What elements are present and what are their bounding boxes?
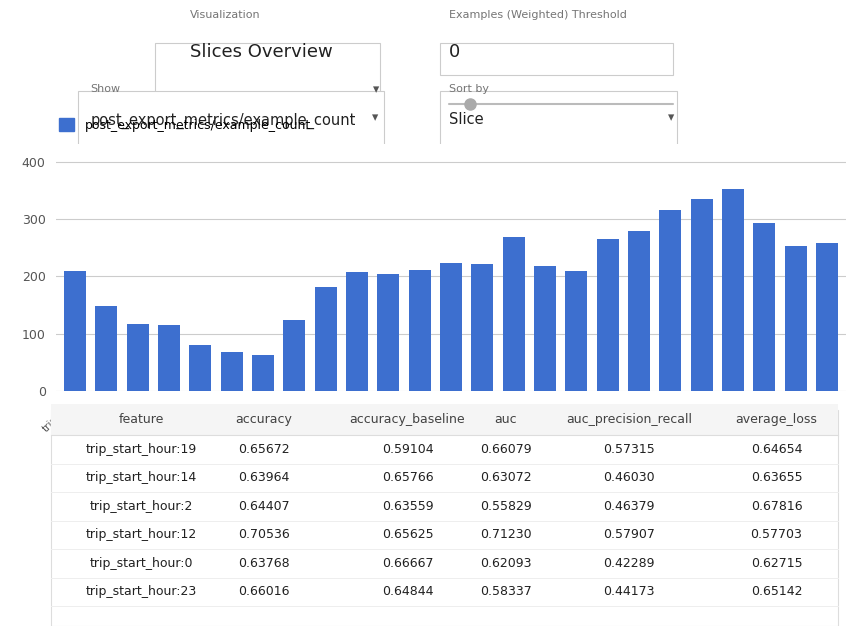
Text: ▾: ▾ <box>668 111 675 125</box>
Bar <box>690 199 713 391</box>
Bar <box>221 352 243 391</box>
Text: 0.62093: 0.62093 <box>480 557 532 570</box>
Bar <box>502 237 525 391</box>
Bar <box>315 287 337 391</box>
Bar <box>440 263 462 391</box>
Bar <box>722 189 744 391</box>
Text: trip_start_hour:2: trip_start_hour:2 <box>90 500 192 513</box>
Bar <box>408 270 431 391</box>
Text: trip_start_hour:12: trip_start_hour:12 <box>85 528 197 541</box>
Bar <box>659 210 681 391</box>
Text: trip_start_hour:0: trip_start_hour:0 <box>90 557 192 570</box>
Bar <box>346 272 368 391</box>
Text: 0.65672: 0.65672 <box>238 443 290 456</box>
Bar <box>628 230 650 391</box>
FancyBboxPatch shape <box>78 91 384 151</box>
Text: 0.63072: 0.63072 <box>480 471 532 485</box>
Text: 0.42289: 0.42289 <box>603 557 655 570</box>
FancyBboxPatch shape <box>51 404 838 435</box>
Bar <box>596 239 619 391</box>
Text: 0.57703: 0.57703 <box>751 528 803 541</box>
Bar <box>64 270 85 391</box>
Text: 0.66016: 0.66016 <box>238 585 290 598</box>
Text: 0.64407: 0.64407 <box>238 500 290 513</box>
Text: Examples (Weighted) Threshold: Examples (Weighted) Threshold <box>449 10 627 20</box>
Text: 0.65766: 0.65766 <box>381 471 433 485</box>
Bar <box>471 264 494 391</box>
FancyBboxPatch shape <box>155 43 380 130</box>
Text: 0.62715: 0.62715 <box>751 557 803 570</box>
Text: trip_start_hour:14: trip_start_hour:14 <box>85 471 197 485</box>
Text: 0.70536: 0.70536 <box>238 528 290 541</box>
Bar <box>816 243 838 391</box>
Bar <box>283 319 306 391</box>
Text: 0.67816: 0.67816 <box>751 500 803 513</box>
Text: 0.63768: 0.63768 <box>238 557 290 570</box>
Text: post_export_metrics/example_count: post_export_metrics/example_count <box>91 112 356 128</box>
Text: Slices Overview: Slices Overview <box>190 43 332 61</box>
Text: 0.57907: 0.57907 <box>603 528 655 541</box>
Bar <box>534 266 556 391</box>
Text: 0.59104: 0.59104 <box>381 443 433 456</box>
Text: trip_start_hour:23: trip_start_hour:23 <box>85 585 197 598</box>
Bar <box>127 324 148 391</box>
Bar <box>377 274 400 391</box>
Text: 0.64844: 0.64844 <box>381 585 433 598</box>
Bar <box>565 270 587 391</box>
Text: Slice: Slice <box>449 112 483 127</box>
Text: 0.63964: 0.63964 <box>238 471 290 485</box>
Text: auc: auc <box>494 413 517 426</box>
Text: Sort by: Sort by <box>449 83 488 93</box>
Bar <box>784 246 807 391</box>
FancyBboxPatch shape <box>51 411 838 626</box>
Text: 0.46379: 0.46379 <box>603 500 655 513</box>
Bar <box>252 355 274 391</box>
Text: 0.65625: 0.65625 <box>381 528 433 541</box>
Text: 0.63559: 0.63559 <box>381 500 433 513</box>
Text: auc_precision_recall: auc_precision_recall <box>566 413 692 426</box>
Text: 0.58337: 0.58337 <box>480 585 532 598</box>
Text: 0.66079: 0.66079 <box>480 443 532 456</box>
Text: 0.65142: 0.65142 <box>751 585 803 598</box>
Text: accuracy_baseline: accuracy_baseline <box>350 413 465 426</box>
Text: ▾: ▾ <box>373 83 380 96</box>
Text: 0: 0 <box>449 43 460 61</box>
Text: accuracy: accuracy <box>236 413 293 426</box>
Bar <box>158 325 180 391</box>
Text: 0.44173: 0.44173 <box>603 585 655 598</box>
Text: feature: feature <box>118 413 164 426</box>
Text: 0.71230: 0.71230 <box>480 528 532 541</box>
Text: 0.55829: 0.55829 <box>480 500 532 513</box>
Text: 0.46030: 0.46030 <box>603 471 655 485</box>
Text: ▾: ▾ <box>372 111 379 125</box>
Text: 0.66667: 0.66667 <box>381 557 433 570</box>
Bar <box>95 306 117 391</box>
Text: Show: Show <box>91 83 121 93</box>
Text: trip_start_hour:19: trip_start_hour:19 <box>85 443 197 456</box>
FancyBboxPatch shape <box>440 91 677 151</box>
FancyBboxPatch shape <box>440 43 673 75</box>
Text: 0.63655: 0.63655 <box>751 471 803 485</box>
Text: 0.57315: 0.57315 <box>603 443 655 456</box>
Text: 0.64654: 0.64654 <box>751 443 803 456</box>
Bar <box>189 346 211 391</box>
Bar <box>753 223 775 391</box>
Legend: post_export_metrics/example_count: post_export_metrics/example_count <box>54 113 316 136</box>
Text: average_loss: average_loss <box>735 413 817 426</box>
Text: Visualization: Visualization <box>190 10 261 20</box>
